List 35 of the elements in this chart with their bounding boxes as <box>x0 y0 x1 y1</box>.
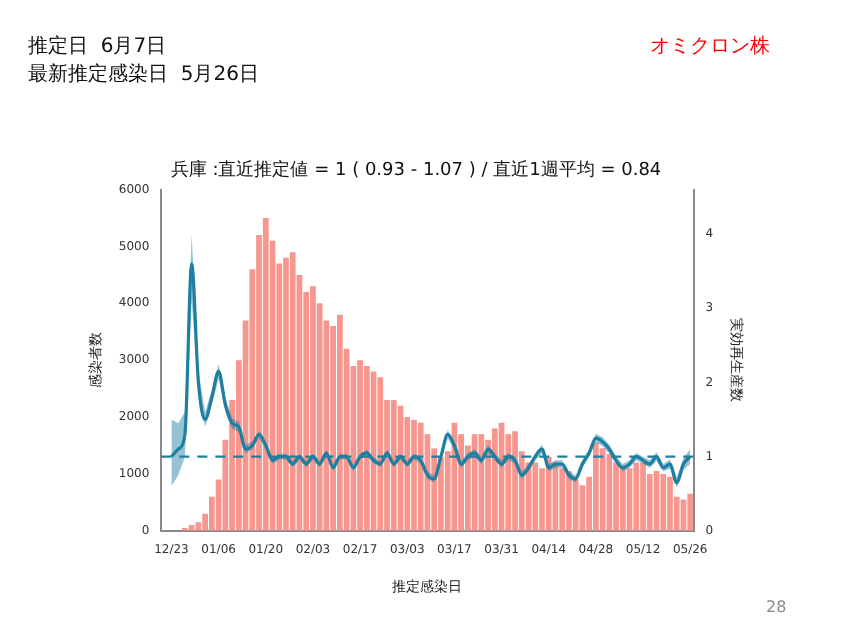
bar <box>545 456 552 531</box>
bar <box>478 434 485 531</box>
bar <box>283 257 289 531</box>
bar <box>633 462 640 531</box>
bar <box>390 400 397 531</box>
bar <box>310 286 316 531</box>
text: 推定日 6月7日 <box>28 33 167 60</box>
text: オミクロン株 <box>650 33 770 60</box>
bar <box>377 377 384 531</box>
bar <box>337 314 343 531</box>
bar <box>687 493 694 531</box>
bar <box>438 456 444 531</box>
text: 28 <box>766 598 787 616</box>
bar <box>606 454 613 531</box>
bar <box>262 218 269 531</box>
bar <box>357 360 363 531</box>
bar <box>491 428 498 531</box>
bar <box>188 525 195 531</box>
bar <box>289 252 296 531</box>
text: 最新推定感染日 5月26日 <box>28 61 259 88</box>
bar <box>572 479 579 531</box>
bar <box>613 462 619 531</box>
bar <box>660 473 667 531</box>
bar <box>593 442 599 531</box>
bar <box>411 419 417 531</box>
bar <box>532 462 539 531</box>
bar <box>363 365 370 531</box>
bar <box>566 471 572 531</box>
bar <box>512 431 518 531</box>
bar <box>619 465 626 531</box>
bar <box>417 422 424 531</box>
chart-title: 兵庫 :直近推定値 = 1 ( 0.93 - 1.07 ) / 直近1週平均 = 0.84 <box>170 159 662 182</box>
bar <box>667 476 673 531</box>
bar <box>640 462 646 531</box>
bar <box>559 468 566 531</box>
